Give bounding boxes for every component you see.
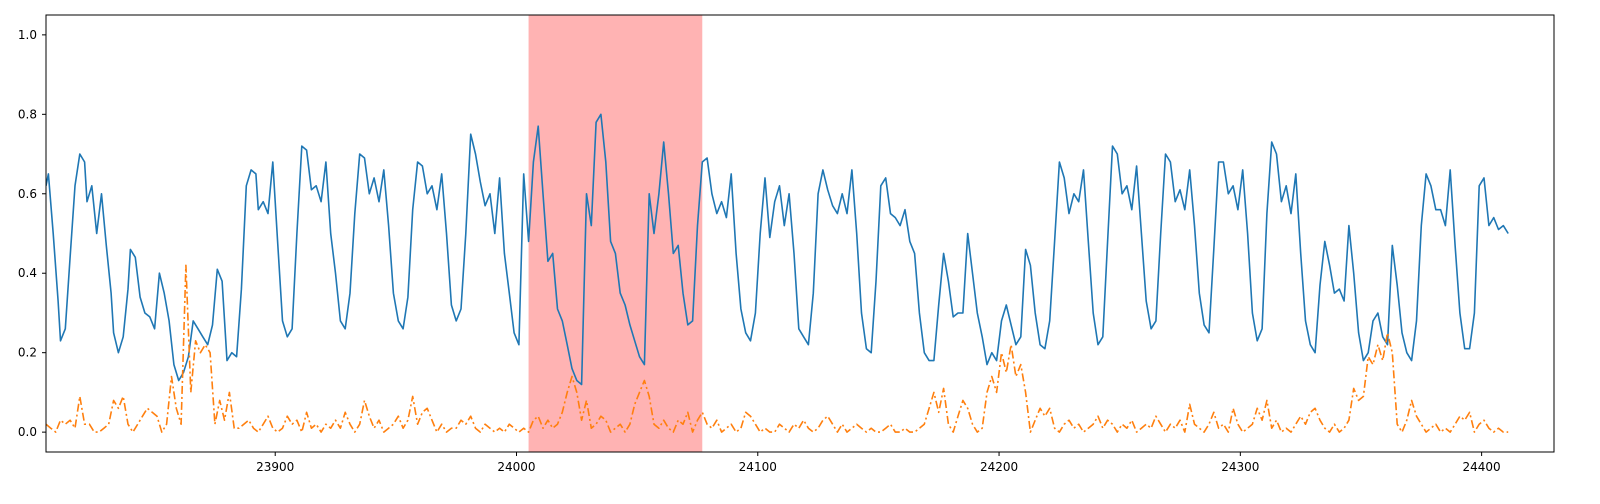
y-axis: 0.0 0.2 0.4 0.6 0.8 1.0	[18, 28, 46, 439]
y-tick-label: 0.2	[18, 346, 37, 360]
x-tick-label: 24000	[497, 460, 535, 474]
highlight-span-layer	[528, 15, 703, 452]
highlight-span	[528, 15, 703, 452]
x-tick-label: 24100	[739, 460, 777, 474]
axes-frame	[45, 14, 1555, 453]
x-tick-label: 24300	[1221, 460, 1259, 474]
x-tick-label: 24400	[1463, 460, 1501, 474]
x-axis: 23900 24000 24100 24200 24300 24400	[256, 452, 1501, 474]
x-tick-label: 24200	[980, 460, 1018, 474]
y-tick-label: 0.4	[18, 266, 37, 280]
y-tick-label: 0.0	[18, 425, 37, 439]
x-tick-label: 23900	[256, 460, 294, 474]
series-line-2	[46, 264, 1509, 433]
y-tick-label: 1.0	[18, 28, 37, 42]
y-tick-label: 0.6	[18, 187, 37, 201]
series-line-1	[46, 113, 1509, 386]
series-layer	[46, 113, 1509, 433]
y-tick-label: 0.8	[18, 107, 37, 121]
